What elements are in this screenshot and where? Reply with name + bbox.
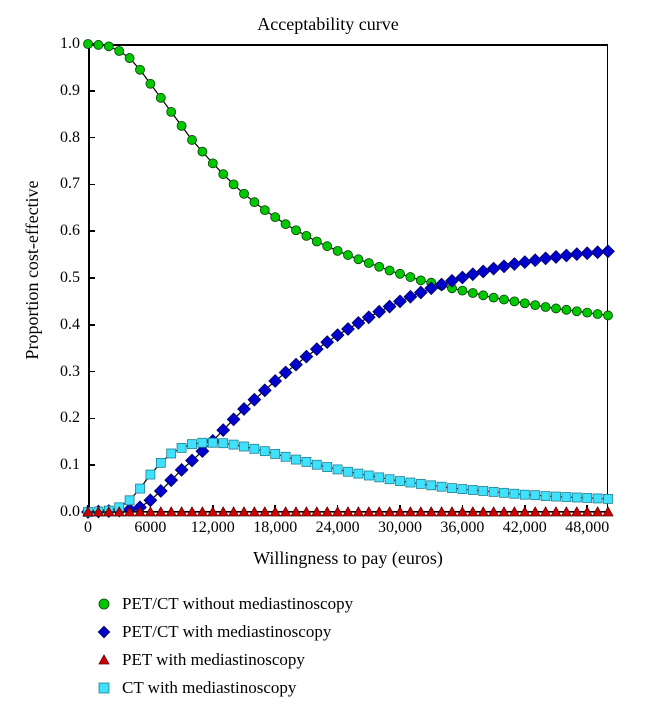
legend-item: PET/CT with mediastinoscopy [96, 618, 353, 646]
series-markers [82, 245, 615, 518]
ytick-label: 0.7 [46, 176, 80, 192]
legend-marker-circle-icon [96, 596, 112, 612]
series-markers [84, 40, 613, 320]
ytick-label: 0.9 [46, 83, 80, 99]
legend-item: PET/CT without mediastinoscopy [96, 590, 353, 618]
plot-area [88, 44, 608, 512]
legend-marker-diamond-icon [96, 624, 112, 640]
xtick-label: 0 [84, 520, 92, 536]
ytick-label: 0.3 [46, 364, 80, 380]
xtick-label: 48,000 [565, 520, 609, 536]
legend-label: CT with mediastinoscopy [122, 674, 296, 702]
series-markers [83, 507, 613, 516]
series-markers [84, 438, 613, 516]
ytick-label: 0.6 [46, 223, 80, 239]
ytick-label: 0.5 [46, 270, 80, 286]
series-line [88, 44, 608, 315]
legend-marker-square-icon [96, 680, 112, 696]
chart-title: Acceptability curve [0, 14, 656, 35]
xtick-label: 42,000 [503, 520, 547, 536]
legend-label: PET with mediastinoscopy [122, 646, 305, 674]
legend-label: PET/CT without mediastinoscopy [122, 590, 353, 618]
legend-marker-triangle-icon [96, 652, 112, 668]
y-axis-label: Proportion cost-effective [22, 80, 43, 460]
xtick-label: 6000 [134, 520, 166, 536]
legend-item: PET with mediastinoscopy [96, 646, 353, 674]
xtick-label: 30,000 [378, 520, 422, 536]
ytick-label: 0.0 [46, 504, 80, 520]
x-axis-label: Willingness to pay (euros) [88, 548, 608, 569]
legend-item: CT with mediastinoscopy [96, 674, 353, 702]
ytick-label: 0.4 [46, 317, 80, 333]
series-line [88, 443, 608, 512]
xtick-label: 24,000 [316, 520, 360, 536]
ytick-label: 1.0 [46, 36, 80, 52]
legend-label: PET/CT with mediastinoscopy [122, 618, 331, 646]
xtick-label: 18,000 [253, 520, 297, 536]
ytick-label: 0.8 [46, 130, 80, 146]
series-layer [88, 44, 608, 512]
ytick-label: 0.2 [46, 410, 80, 426]
xtick-label: 12,000 [191, 520, 235, 536]
xtick-label: 36,000 [440, 520, 484, 536]
ytick-label: 0.1 [46, 457, 80, 473]
acceptability-curve-figure: Acceptability curve Proportion cost-effe… [0, 0, 656, 711]
legend: PET/CT without mediastinoscopyPET/CT wit… [96, 590, 353, 702]
